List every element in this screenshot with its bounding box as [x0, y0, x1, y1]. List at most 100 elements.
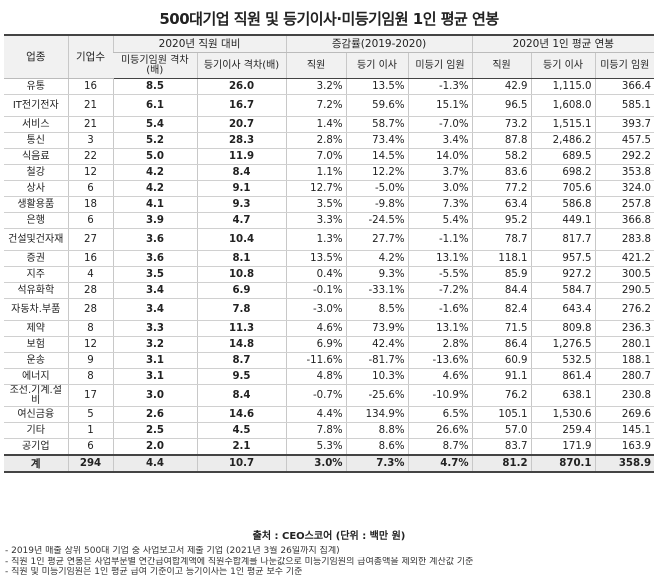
pay-reg-cell: 586.8: [530, 196, 596, 213]
ratio-unreg-cell: 3.4: [112, 298, 197, 321]
table-row: 식음료 22 5.0 11.9 7.0% 14.5% 14.0% 58.2 689.5 292.2: [4, 148, 655, 165]
chg-emp-cell: 7.2%: [285, 94, 347, 117]
industry-cell: 에너지: [4, 368, 68, 385]
pay-emp-cell: 76.2: [471, 384, 532, 407]
pay-unreg-cell: 163.9: [594, 438, 655, 456]
chg-unreg-cell: 3.0%: [407, 180, 473, 197]
pay-reg-cell: 1,608.0: [530, 94, 596, 117]
chg-reg-cell: 73.4%: [345, 132, 409, 149]
firms-cell: 8: [67, 368, 113, 385]
pay-unreg-cell: 145.1: [594, 422, 655, 439]
ratio-reg-cell: 14.6: [196, 406, 287, 423]
ratio-unreg-cell: 3.1: [112, 352, 197, 369]
industry-cell: 유통: [4, 78, 68, 95]
table-row: 석유화학 28 3.4 6.9 -0.1% -33.1% -7.2% 84.4 584.7 290…: [4, 282, 655, 299]
pay-unreg-cell: 292.2: [594, 148, 655, 165]
ratio-unreg-cell: 5.2: [112, 132, 197, 149]
pay-unreg-cell: 283.8: [594, 228, 655, 251]
industry-cell: 상사: [4, 180, 68, 197]
firms-cell: 9: [67, 352, 113, 369]
pay-reg-cell: 449.1: [530, 212, 596, 229]
chg-reg-cell: 134.9%: [345, 406, 409, 423]
pay-unreg-cell: 421.2: [594, 250, 655, 267]
industry-cell: 철강: [4, 164, 68, 181]
chg-unreg-cell: 6.5%: [407, 406, 473, 423]
pay-unreg-cell: 257.8: [594, 196, 655, 213]
pay-reg-cell: 171.9: [530, 438, 596, 456]
pay-emp-cell: 91.1: [471, 368, 532, 385]
ratio-reg-cell: 28.3: [196, 132, 287, 149]
firms-cell: 21: [67, 116, 113, 133]
chg-emp-cell: 13.5%: [285, 250, 347, 267]
pay-emp-cell: 78.7: [471, 228, 532, 251]
industry-cell: 제약: [4, 320, 68, 337]
ratio-reg-cell: 11.9: [196, 148, 287, 165]
pay-reg-cell: 957.5: [530, 250, 596, 267]
ratio-reg-cell: 2.1: [196, 438, 287, 456]
pay-emp-cell: 42.9: [471, 78, 532, 95]
firms-cell: 6: [67, 212, 113, 229]
chg-reg-cell: 4.2%: [345, 250, 409, 267]
chg-emp-cell: -11.6%: [285, 352, 347, 369]
table-row: 은행 6 3.9 4.7 3.3% -24.5% 5.4% 95.2 449.1 366.8: [4, 212, 655, 229]
industry-cell: 건설및건자재: [4, 228, 68, 251]
source-caption: 출처 : CEO스코어 (단위 : 백만 원): [252, 531, 406, 542]
pay-unreg-cell: 280.1: [594, 336, 655, 353]
firms-cell: 22: [67, 148, 113, 165]
ratio-unreg-cell: 3.6: [112, 250, 197, 267]
chg-reg-cell: 9.3%: [345, 266, 409, 283]
pay-unreg-cell: 366.8: [594, 212, 655, 229]
pay-emp-cell: 95.2: [471, 212, 532, 229]
ratio-reg-cell: 10.4: [196, 228, 287, 251]
chg-emp-cell: 4.4%: [285, 406, 347, 423]
sub-pay-unreg: 미등기 임원: [594, 52, 655, 79]
sub-pay-emp: 직원: [471, 52, 532, 79]
pay-unreg-cell: 585.1: [594, 94, 655, 117]
ratio-reg-cell: 4.5: [196, 422, 287, 439]
pay-emp-cell: 84.4: [471, 282, 532, 299]
pay-reg-cell: 532.5: [530, 352, 596, 369]
industry-cell: 공기업: [4, 438, 68, 456]
pay-emp-cell: 85.9: [471, 266, 532, 283]
table-row: 증권 16 3.6 8.1 13.5% 4.2% 13.1% 118.1 957.5 421.2: [4, 250, 655, 267]
chg-unreg-cell: 13.1%: [407, 320, 473, 337]
ratio-reg-cell: 8.1: [196, 250, 287, 267]
sub-chg-unreg: 미등기 임원: [407, 52, 473, 79]
industry-cell: 서비스: [4, 116, 68, 133]
pay-unreg-cell: 358.9: [594, 454, 655, 473]
pay-reg-cell: 638.1: [530, 384, 596, 407]
chg-emp-cell: 1.1%: [285, 164, 347, 181]
table-row: 유통 16 8.5 26.0 3.2% 13.5% -1.3% 42.9 1,115.0 366.…: [4, 78, 655, 95]
chg-unreg-cell: -1.3%: [407, 78, 473, 95]
industry-cell: 운송: [4, 352, 68, 369]
ratio-reg-cell: 16.7: [196, 94, 287, 117]
ratio-reg-cell: 7.8: [196, 298, 287, 321]
footnotes: - 2019년 매출 상위 500대 기업 중 사업보고서 제출 기업 (202…: [5, 546, 655, 578]
industry-cell: IT전기전자: [4, 94, 68, 117]
sub-chg-reg: 등기 이사: [345, 52, 409, 79]
chg-emp-cell: 4.6%: [285, 320, 347, 337]
firms-cell: 18: [67, 196, 113, 213]
ratio-unreg-cell: 3.3: [112, 320, 197, 337]
chg-emp-cell: 1.4%: [285, 116, 347, 133]
table-row: 자동차.부품 28 3.4 7.8 -3.0% 8.5% -1.6% 82.4 643.4 276…: [4, 298, 655, 321]
ratio-reg-cell: 10.7: [196, 454, 287, 473]
ratio-reg-cell: 11.3: [196, 320, 287, 337]
pay-reg-cell: 689.5: [530, 148, 596, 165]
chg-unreg-cell: 4.6%: [407, 368, 473, 385]
pay-reg-cell: 584.7: [530, 282, 596, 299]
firms-cell: 17: [67, 384, 113, 407]
ratio-unreg-cell: 8.5: [112, 78, 197, 95]
chg-unreg-cell: -7.2%: [407, 282, 473, 299]
pay-emp-cell: 58.2: [471, 148, 532, 165]
chg-reg-cell: 14.5%: [345, 148, 409, 165]
firms-cell: 16: [67, 250, 113, 267]
chg-unreg-cell: -5.5%: [407, 266, 473, 283]
table-row: 기타 1 2.5 4.5 7.8% 8.8% 26.6% 57.0 259.4 145.1: [4, 422, 655, 439]
pay-reg-cell: 861.4: [530, 368, 596, 385]
firms-cell: 12: [67, 164, 113, 181]
chg-emp-cell: 1.3%: [285, 228, 347, 251]
ratio-reg-cell: 26.0: [196, 78, 287, 95]
chg-unreg-cell: -1.6%: [407, 298, 473, 321]
ratio-reg-cell: 9.5: [196, 368, 287, 385]
